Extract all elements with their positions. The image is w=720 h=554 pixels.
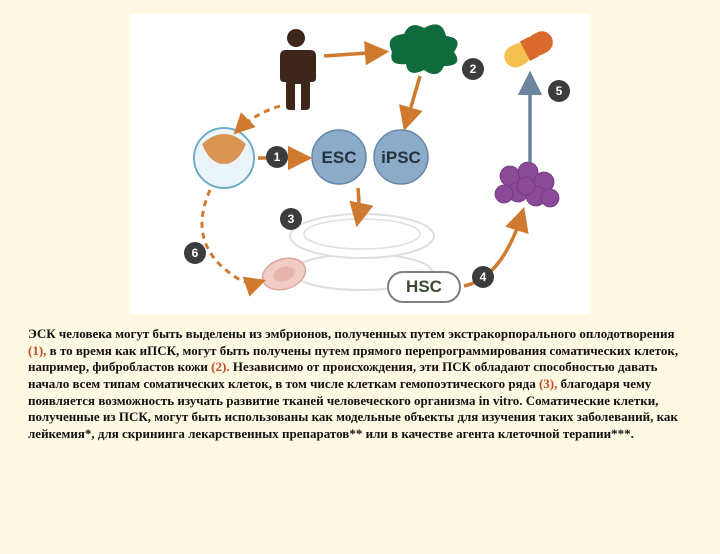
fibroblast-icon — [390, 24, 458, 74]
diagram-svg: ESC iPSC — [130, 14, 590, 314]
esc-label: ESC — [322, 148, 357, 167]
human-icon — [280, 29, 316, 110]
red-blood-cell — [258, 253, 309, 295]
stem-cell-diagram: ESC iPSC — [130, 14, 590, 314]
badge-4: 4 — [472, 266, 494, 288]
badge-5: 5 — [548, 80, 570, 102]
ipsc-cell: iPSC — [374, 130, 428, 184]
ipsc-label: iPSC — [381, 148, 421, 167]
capsule-icon — [500, 27, 556, 71]
embryo-icon — [194, 128, 254, 188]
cell-cluster — [495, 162, 559, 207]
badge-3: 3 — [280, 208, 302, 230]
esc-cell: ESC — [312, 130, 366, 184]
badge-6: 6 — [184, 242, 206, 264]
badge-1: 1 — [266, 146, 288, 168]
hsc-box: HSC — [388, 272, 460, 302]
caption-text: ЭСК человека могут быть выделены из эмбр… — [0, 322, 720, 442]
badge-2: 2 — [462, 58, 484, 80]
hsc-label: HSC — [406, 277, 442, 296]
